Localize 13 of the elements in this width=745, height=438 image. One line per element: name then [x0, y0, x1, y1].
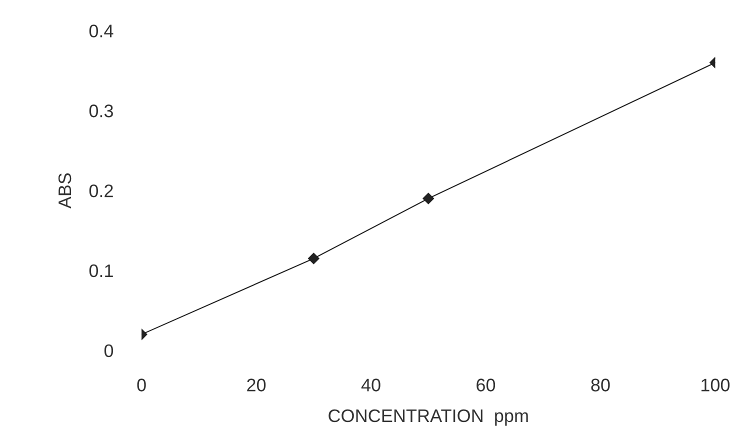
x-tick-label: 80	[591, 378, 610, 392]
y-tick-label: 0.2	[89, 184, 113, 198]
y-axis-title: ABS	[58, 173, 72, 209]
x-tick-label: 100	[702, 378, 730, 392]
x-axis-title: CONCENTRATION ppm	[328, 409, 528, 426]
x-tick-label: 20	[247, 378, 266, 392]
x-tick-label: 40	[361, 378, 380, 392]
y-tick-label: 0.1	[89, 264, 113, 278]
y-tick-label: 0	[104, 344, 114, 358]
x-tick-label: 0	[137, 378, 146, 392]
y-tick-label: 0.4	[89, 24, 114, 38]
y-tick-label: 0.3	[89, 104, 113, 118]
x-tick-label: 60	[476, 378, 496, 392]
